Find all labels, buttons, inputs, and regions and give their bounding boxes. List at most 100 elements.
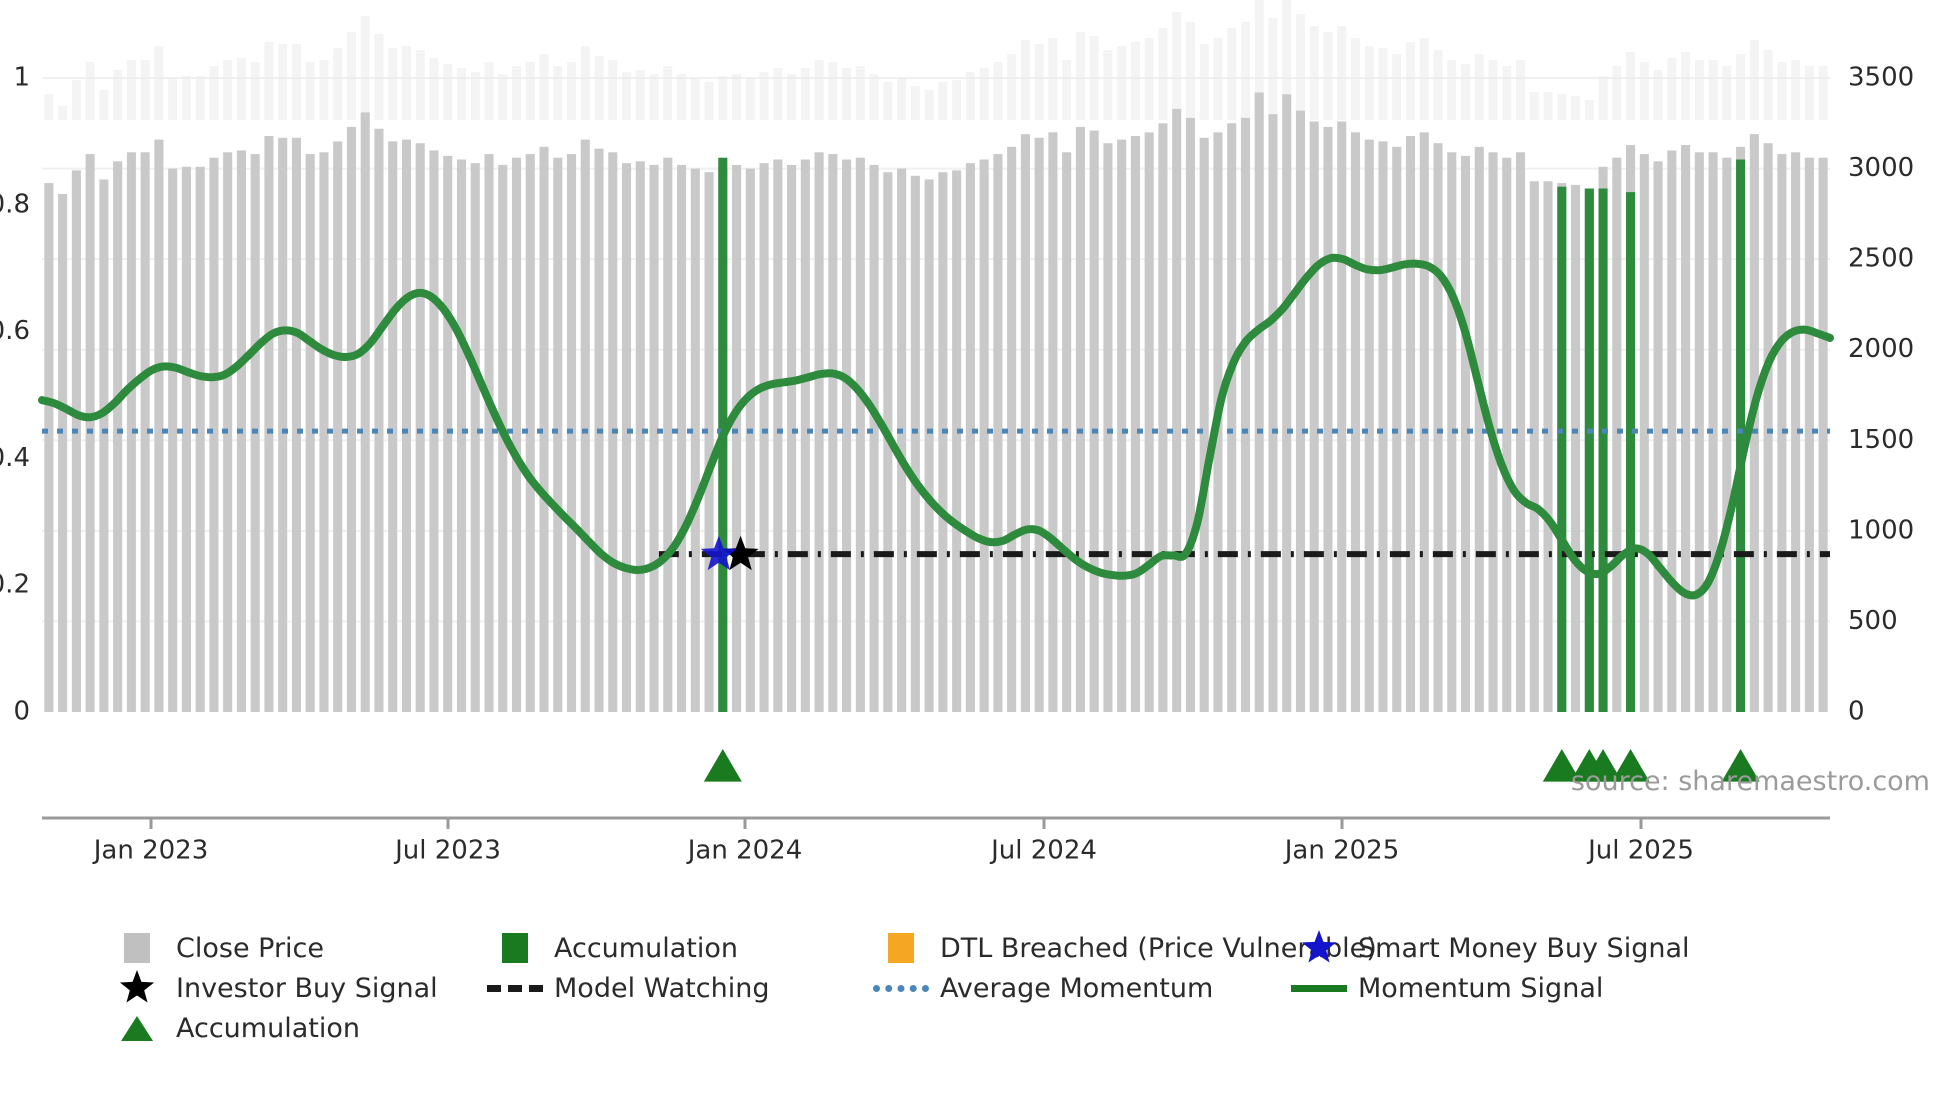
close-price-bar — [1749, 134, 1759, 712]
close-price-bar — [1474, 146, 1484, 712]
background-bar — [965, 72, 975, 120]
close-price-bar — [1075, 126, 1085, 712]
right-axis-tick-label: 500 — [1848, 606, 1898, 636]
background-bar — [1213, 38, 1223, 120]
x-axis-tick-label: Jan 2024 — [686, 835, 803, 865]
close-price-bar — [195, 166, 205, 712]
legend-item[interactable]: Accumulation — [108, 1005, 360, 1051]
background-bar — [443, 64, 453, 120]
close-price-bar — [1282, 94, 1292, 712]
close-price-bar — [1818, 157, 1828, 712]
close-price-bar — [99, 179, 109, 712]
legend-item[interactable]: Average Momentum — [872, 965, 1213, 1011]
close-price-bar — [1419, 132, 1429, 713]
background-bar — [663, 66, 673, 120]
background-bar — [1020, 40, 1030, 120]
close-price-bar — [1172, 108, 1182, 712]
background-bar — [470, 72, 480, 120]
background-bar — [1282, 0, 1292, 120]
close-price-bar — [828, 154, 838, 712]
x-axis-ticks: Jan 2023 Jul 2023 Jan 2024 Jul 2024 Jan 2025… — [92, 818, 1694, 865]
background-bar — [1323, 32, 1333, 120]
legend-item[interactable]: Model Watching — [486, 965, 769, 1011]
background-bar — [1515, 60, 1526, 120]
background-bar — [250, 62, 260, 120]
legend-item[interactable]: Investor Buy Signal — [108, 965, 438, 1011]
right-axis-tick-label: 2500 — [1848, 244, 1914, 274]
background-bar — [1653, 70, 1663, 120]
close-price-bar — [264, 135, 274, 713]
close-price-bar — [979, 159, 989, 712]
accumulation-triangle-icon — [1721, 749, 1760, 782]
background-bar — [814, 60, 824, 120]
background-bar — [855, 66, 865, 120]
close-price-bar — [1364, 139, 1374, 713]
close-price-bar — [1020, 134, 1030, 712]
legend-row: Close Price Accumulation DTL Breached (Pri… — [108, 925, 1898, 971]
close-price-bar — [360, 112, 370, 713]
close-price-bar — [787, 164, 797, 712]
close-price-bar — [1681, 145, 1691, 713]
legend-item[interactable]: Accumulation — [486, 925, 738, 971]
close-price-bar — [140, 152, 150, 713]
close-price-bar — [759, 163, 769, 712]
left-axis-tick-label: 0.4 — [0, 443, 30, 473]
background-bar — [71, 80, 81, 120]
left-axis-tick-label: 0 — [13, 697, 30, 727]
close-price-bar — [374, 128, 384, 713]
background-bar — [1309, 26, 1319, 120]
legend-item[interactable]: Momentum Signal — [1290, 965, 1603, 1011]
momentum-signal-line — [38, 253, 1834, 600]
accumulation-triangle-icon — [1542, 749, 1581, 782]
momentum-signal-bar — [1626, 192, 1636, 712]
background-bar — [677, 74, 687, 120]
background-bar — [952, 80, 962, 120]
background-bar — [1172, 12, 1182, 120]
close-price-bar — [773, 159, 783, 712]
close-price-bar — [1007, 146, 1017, 712]
close-price-bar — [1048, 132, 1058, 713]
background-bar — [168, 78, 178, 120]
close-price-bar — [291, 137, 301, 712]
close-price-bar — [1158, 123, 1168, 713]
close-price-bar — [126, 152, 136, 713]
x-axis-tick-label: Jul 2023 — [393, 835, 501, 865]
close-price-bar — [1639, 154, 1649, 712]
background-bar — [1460, 64, 1471, 120]
legend-item[interactable]: Close Price — [108, 925, 324, 971]
background-bar — [732, 74, 742, 120]
background-bar — [704, 82, 714, 120]
chart-legend: Close Price Accumulation DTL Breached (Pri… — [108, 925, 1898, 1085]
background-bar — [195, 76, 205, 120]
background-bar — [346, 32, 357, 120]
background-bar — [649, 74, 659, 120]
momentum-signal-bar — [1598, 188, 1608, 713]
legend-item[interactable]: DTL Breached (Price Vulnerable) — [872, 925, 1377, 971]
close-price-bar — [1791, 152, 1801, 713]
legend-item[interactable]: Smart Money Buy Signal — [1290, 925, 1690, 971]
background-bar — [374, 34, 384, 120]
background-bar — [608, 60, 618, 120]
close-price-bar — [113, 161, 123, 713]
close-price-bar — [470, 163, 480, 712]
background-bar — [1791, 60, 1801, 120]
background-bar — [1612, 66, 1622, 120]
background-bar — [498, 74, 508, 120]
background-bar — [154, 46, 164, 120]
close-price-bars — [44, 92, 1828, 713]
background-bar — [1681, 52, 1691, 120]
background-bar — [1392, 54, 1402, 120]
background-bar — [1736, 54, 1746, 120]
background-bar — [126, 60, 136, 120]
close-price-bar — [1295, 110, 1306, 712]
close-price-bar — [1254, 92, 1264, 712]
source-watermark: source: sharemaestro.com — [1571, 766, 1930, 797]
background-bar — [456, 68, 467, 120]
background-bar — [1268, 18, 1278, 120]
background-bar — [1763, 50, 1773, 120]
close-price-bar — [1350, 132, 1361, 713]
close-price-bar — [704, 172, 714, 713]
close-price-bar — [1309, 121, 1319, 712]
close-price-bar — [1612, 157, 1622, 712]
